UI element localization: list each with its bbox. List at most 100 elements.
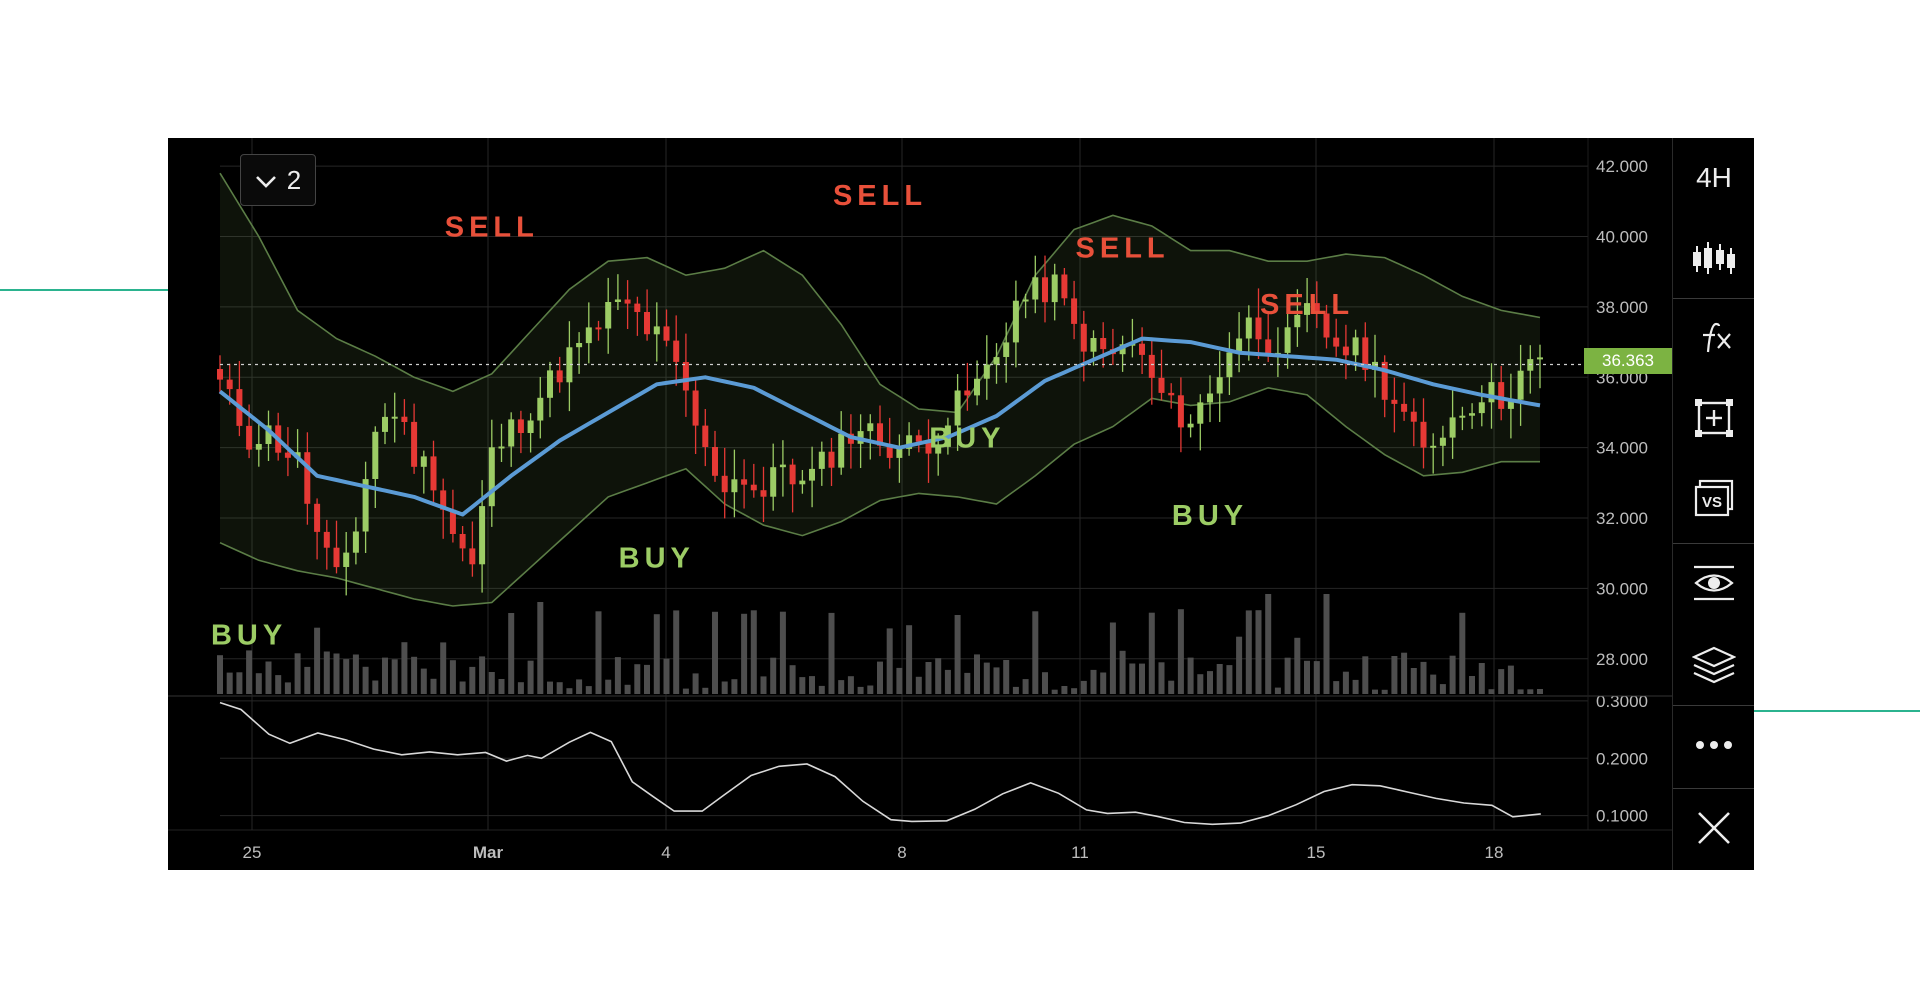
candle-up bbox=[1216, 377, 1223, 394]
visibility-button[interactable] bbox=[1673, 543, 1754, 623]
candle-down bbox=[1391, 399, 1398, 404]
candle-down bbox=[750, 484, 757, 491]
compare-button[interactable]: VS bbox=[1673, 458, 1754, 538]
volume-bar bbox=[682, 688, 689, 694]
volume-bar bbox=[1352, 679, 1359, 694]
candle-down bbox=[1042, 277, 1048, 303]
price-chart[interactable]: 42.00040.00038.00036.00034.00032.00030.0… bbox=[168, 138, 1672, 870]
close-icon bbox=[1696, 810, 1732, 846]
volume-bar bbox=[508, 613, 515, 694]
last-price-tag: 36.363 bbox=[1584, 348, 1672, 374]
candle-up bbox=[809, 468, 815, 481]
volume-bar bbox=[547, 681, 553, 694]
volume-bar bbox=[217, 655, 223, 694]
candle-down bbox=[411, 421, 418, 467]
candle-down bbox=[692, 390, 699, 426]
candle-up bbox=[372, 431, 379, 479]
volume-bar bbox=[653, 614, 660, 694]
bollinger-upper-line bbox=[219, 172, 1541, 414]
volume-bar bbox=[226, 672, 233, 694]
volume-bar bbox=[1245, 610, 1252, 694]
candle-down bbox=[702, 425, 709, 447]
candles-icon bbox=[1691, 240, 1737, 276]
volume-bar bbox=[1507, 665, 1514, 694]
volume-bar bbox=[634, 664, 641, 694]
indicators-button[interactable] bbox=[1673, 298, 1754, 378]
candle-up bbox=[1469, 413, 1475, 416]
volume-bar bbox=[314, 627, 321, 694]
candle-up bbox=[983, 364, 990, 379]
candle-down bbox=[440, 490, 447, 510]
candle-down bbox=[624, 299, 631, 304]
more-button[interactable] bbox=[1673, 705, 1754, 785]
volume-bar bbox=[1362, 656, 1369, 694]
candle-up bbox=[508, 419, 515, 447]
volume-bar bbox=[1342, 671, 1349, 694]
candle-down bbox=[469, 548, 476, 565]
volume-bar bbox=[1148, 612, 1155, 694]
volume-bar bbox=[1061, 686, 1068, 694]
add-chart-button[interactable] bbox=[1673, 378, 1754, 458]
volume-bar bbox=[906, 625, 913, 694]
volume-bar bbox=[692, 673, 699, 694]
chevron-down-icon bbox=[255, 165, 277, 196]
volume-bar bbox=[1032, 611, 1039, 694]
candle-down bbox=[644, 312, 650, 335]
volume-bar bbox=[1022, 679, 1029, 694]
candle-down bbox=[673, 340, 680, 362]
candle-down bbox=[1381, 361, 1388, 400]
volume-bar bbox=[1410, 668, 1417, 694]
time-tick-label: Mar bbox=[473, 843, 504, 862]
layers-button[interactable] bbox=[1673, 625, 1754, 705]
candle-up bbox=[1352, 337, 1359, 356]
candle-down bbox=[1265, 339, 1272, 354]
volume-bar bbox=[1226, 665, 1233, 694]
volume-bar bbox=[343, 659, 350, 694]
volume-bar bbox=[1391, 656, 1398, 694]
candle-up bbox=[935, 447, 942, 454]
chart-type-button[interactable] bbox=[1673, 218, 1754, 298]
candle-up bbox=[391, 416, 398, 419]
candle-up bbox=[420, 456, 427, 467]
candle-up bbox=[362, 479, 369, 532]
volume-bar bbox=[1537, 689, 1543, 694]
candle-down bbox=[556, 370, 563, 383]
candle-up bbox=[265, 425, 272, 444]
volume-bar bbox=[1139, 663, 1145, 694]
candle-down bbox=[333, 547, 340, 568]
volume-bar bbox=[1119, 650, 1126, 694]
candle-down bbox=[886, 445, 893, 458]
volume-bar bbox=[1459, 612, 1466, 694]
candle-up bbox=[527, 420, 534, 433]
candle-down bbox=[1139, 343, 1145, 355]
volume-bar bbox=[605, 679, 612, 694]
volume-bar bbox=[411, 656, 418, 694]
price-tick-label: 34.000 bbox=[1596, 439, 1648, 458]
candle-down bbox=[401, 416, 408, 422]
candle-down bbox=[1158, 377, 1165, 393]
candle-down bbox=[877, 423, 883, 446]
candle-down bbox=[964, 390, 971, 396]
candle-up bbox=[1372, 361, 1378, 370]
volume-bar bbox=[255, 673, 262, 694]
volume-bar bbox=[935, 658, 942, 694]
candle-up bbox=[614, 299, 621, 302]
series-selector[interactable]: 2 bbox=[240, 154, 316, 206]
volume-bar bbox=[1323, 594, 1330, 694]
eye-icon bbox=[1692, 564, 1736, 602]
volume-bar bbox=[779, 611, 786, 694]
volume-bar bbox=[614, 657, 621, 694]
candle-up bbox=[1090, 338, 1097, 352]
timeframe-button[interactable]: 4H bbox=[1673, 138, 1754, 218]
volume-bar bbox=[479, 656, 486, 694]
volume-bar bbox=[1498, 669, 1505, 694]
moving-average-line bbox=[218, 336, 1541, 517]
candle-down bbox=[217, 369, 223, 380]
toolbar-divider bbox=[1673, 298, 1754, 299]
candle-down bbox=[595, 327, 602, 330]
volume-bar bbox=[1304, 660, 1310, 694]
candle-up bbox=[1304, 303, 1310, 315]
volume-bar bbox=[304, 666, 311, 694]
close-button[interactable] bbox=[1673, 788, 1754, 868]
candle-up bbox=[479, 506, 486, 565]
